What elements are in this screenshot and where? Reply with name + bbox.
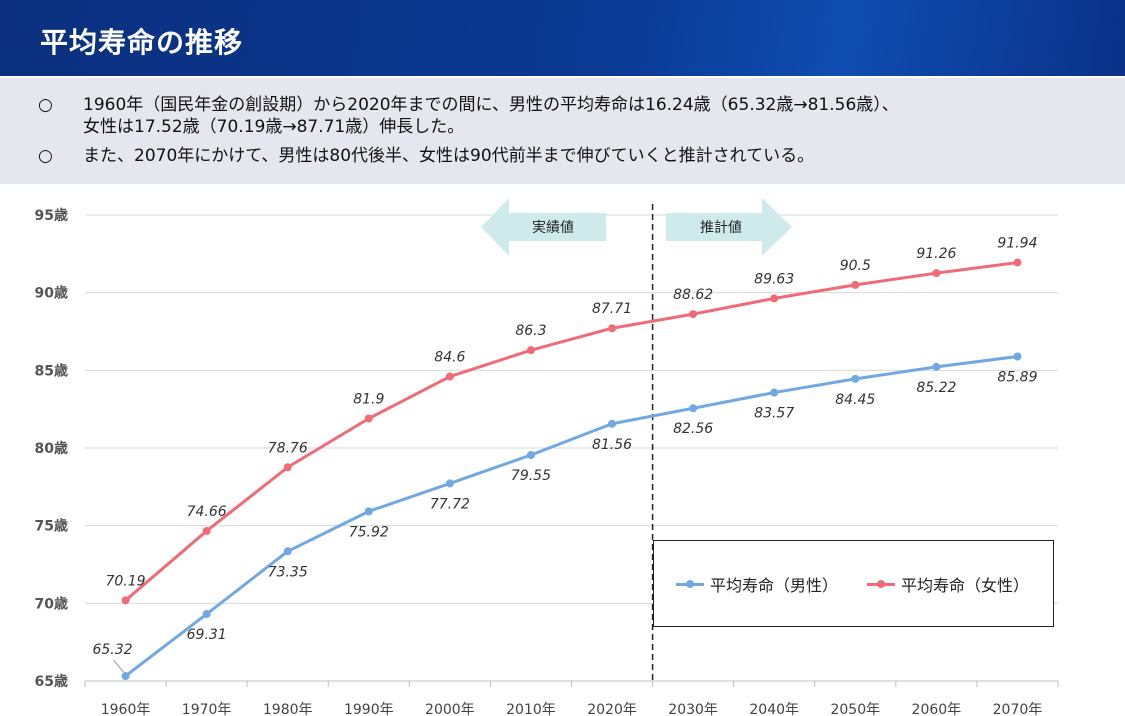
y-tick-label: 65歳 <box>35 673 68 690</box>
y-tick-label: 85歳 <box>35 362 68 379</box>
data-point-male <box>608 419 617 428</box>
bullet-mark: ○ <box>38 146 53 166</box>
data-label-male: 77.72 <box>430 496 470 512</box>
data-label-male: 85.22 <box>916 380 956 396</box>
data-label-female: 90.5 <box>840 258 871 274</box>
x-tick-label: 1960年 <box>101 702 151 716</box>
data-point-female <box>1013 258 1022 267</box>
data-label-male: 73.35 <box>268 564 308 580</box>
data-point-male <box>526 450 535 459</box>
data-point-male <box>932 362 941 371</box>
y-tick-label: 70歳 <box>35 595 68 612</box>
data-label-female: 91.94 <box>997 236 1037 252</box>
x-tick-label: 2040年 <box>749 702 799 716</box>
data-point-female <box>445 372 454 381</box>
data-point-female <box>364 414 373 423</box>
chart-legend: 平均寿命（男性） 平均寿命（女性） <box>653 540 1054 627</box>
series-line-male <box>124 355 1018 678</box>
projected-arrow-label: 推計値 <box>700 220 742 236</box>
bullet-text: 1960年（国民年金の創設期）から2020年までの間に、男性の平均寿命は16.2… <box>83 94 1083 138</box>
data-label-female: 88.62 <box>673 287 713 303</box>
data-label-male: 79.55 <box>511 468 551 484</box>
summary-panel: ○ 1960年（国民年金の創設期）から2020年までの間に、男性の平均寿命は16… <box>0 78 1125 184</box>
data-point-male <box>283 547 292 556</box>
bullet-mark: ○ <box>38 95 53 115</box>
legend-label-female: 平均寿命（女性） <box>901 576 1030 595</box>
bullet-line: 女性は17.52歳（70.19歳→87.71歳）伸長した。 <box>83 117 465 137</box>
data-point-male <box>689 404 698 413</box>
data-label-male: 85.89 <box>997 370 1037 386</box>
data-label-female: 89.63 <box>754 271 794 287</box>
data-label-female: 81.9 <box>353 391 384 407</box>
data-label-male: 69.31 <box>187 627 227 643</box>
data-label-female: 86.3 <box>515 323 546 339</box>
data-label-female: 91.26 <box>916 246 956 262</box>
data-point-male <box>202 610 211 619</box>
data-label-male: 84.45 <box>835 392 875 408</box>
page-title: 平均寿命の推移 <box>40 26 244 59</box>
data-point-female <box>121 596 130 605</box>
x-tick-label: 2070年 <box>993 702 1043 716</box>
x-tick-label: 2030年 <box>668 702 718 716</box>
projected-arrow-shape <box>666 198 792 256</box>
x-tick-label: 1990年 <box>344 702 394 716</box>
data-label-female: 84.6 <box>434 350 465 366</box>
legend-marker-male <box>686 580 694 588</box>
data-point-male <box>364 507 373 516</box>
data-point-male <box>851 374 860 383</box>
data-label-leader-line <box>113 659 124 673</box>
data-label-male: 83.57 <box>754 406 794 422</box>
life-expectancy-chart: 65歳 70歳 75歳 80歳 85歳 90歳 95歳 1960年 1970年 1980年 1990… <box>35 198 1059 716</box>
data-point-male <box>1013 352 1022 361</box>
bullet-line: また、2070年にかけて、男性は80代後半、女性は90代前半まで伸びていくと推計… <box>83 146 815 166</box>
data-label-female: 87.71 <box>592 301 632 317</box>
data-point-female <box>608 324 617 333</box>
data-point-female <box>526 346 535 355</box>
data-point-male <box>445 479 454 488</box>
header-banner: 平均寿命の推移 <box>0 0 1125 76</box>
legend-label-male: 平均寿命（男性） <box>710 576 839 595</box>
data-point-female <box>851 280 860 289</box>
data-label-female: 74.66 <box>187 504 227 520</box>
data-label-male: 75.92 <box>349 524 389 540</box>
actual-arrow-label: 実績値 <box>532 220 574 236</box>
data-point-female <box>283 463 292 472</box>
x-tick-label: 1970年 <box>182 702 232 716</box>
data-label-male: 82.56 <box>673 421 713 437</box>
data-label-female: 78.76 <box>268 440 308 456</box>
y-tick-label: 90歳 <box>35 285 68 302</box>
data-point-female <box>689 310 698 319</box>
data-point-male <box>121 672 130 681</box>
data-point-female <box>932 269 941 278</box>
x-tick-label: 2000年 <box>425 702 475 716</box>
data-label-male: 65.32 <box>92 642 132 658</box>
bullet-text: また、2070年にかけて、男性は80代後半、女性は90代前半まで伸びていくと推計… <box>83 145 1083 167</box>
x-tick-label: 2020年 <box>587 702 637 716</box>
x-tick-label: 2050年 <box>830 702 880 716</box>
series-line-female <box>124 261 1018 602</box>
data-point-male <box>770 388 779 397</box>
data-label-female: 70.19 <box>105 573 145 589</box>
y-tick-label: 75歳 <box>35 518 68 535</box>
data-point-female <box>202 526 211 535</box>
x-tick-label: 2060年 <box>912 702 962 716</box>
actual-arrow-shape <box>481 198 606 256</box>
x-tick-label: 2010年 <box>506 702 556 716</box>
data-point-female <box>770 294 779 303</box>
bullet-line: 1960年（国民年金の創設期）から2020年までの間に、男性の平均寿命は16.2… <box>83 95 899 115</box>
x-tick-label: 1980年 <box>263 702 313 716</box>
y-tick-label: 80歳 <box>35 440 68 457</box>
legend-marker-female <box>877 580 885 588</box>
data-label-male: 81.56 <box>592 437 632 453</box>
y-tick-label: 95歳 <box>35 207 68 224</box>
